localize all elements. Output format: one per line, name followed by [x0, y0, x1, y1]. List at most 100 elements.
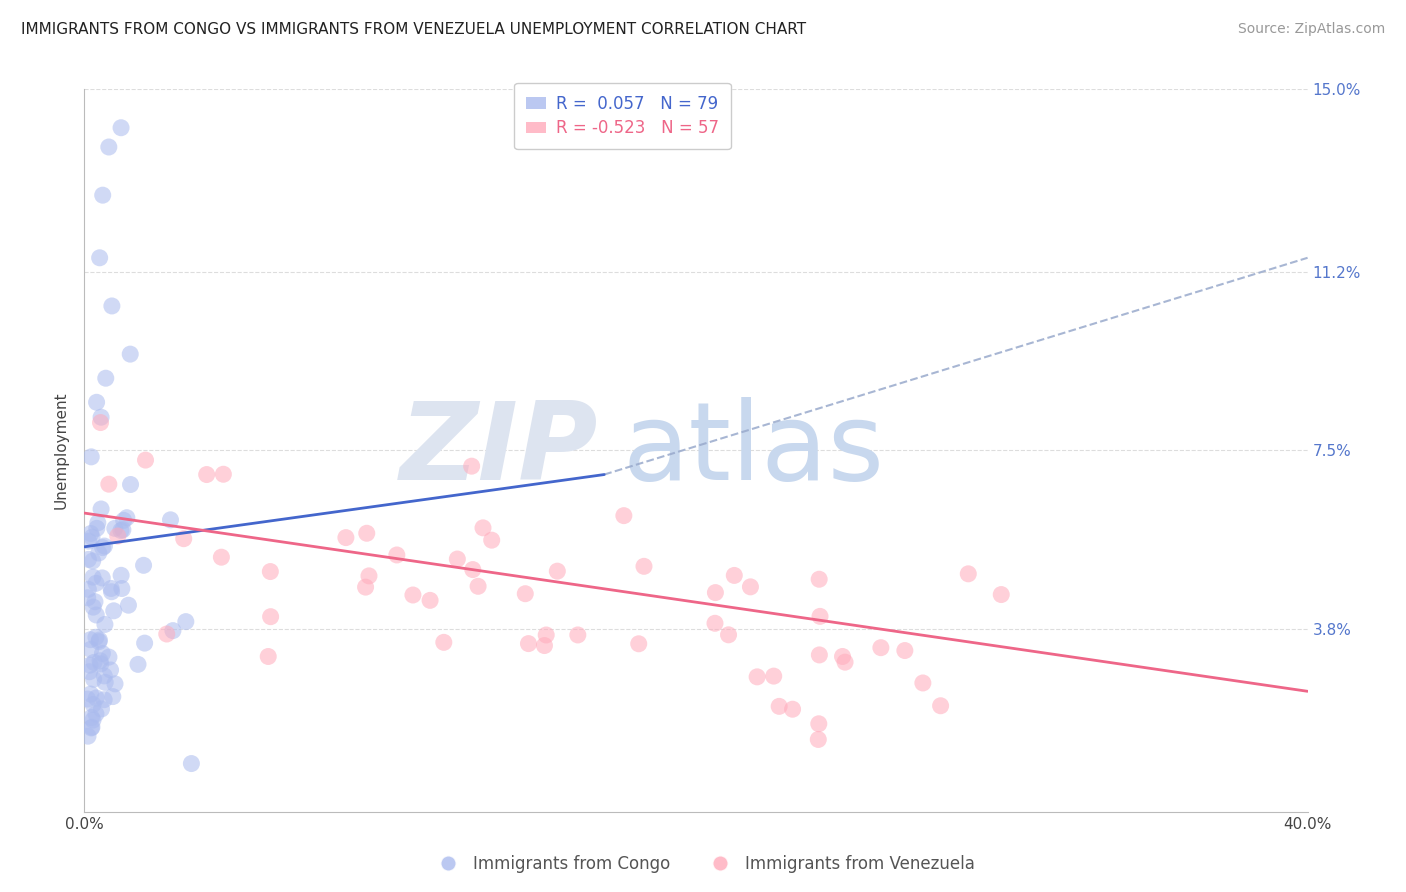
Point [990, 588, 1012, 602]
Point [111, 523, 134, 537]
Point [84, 630, 107, 644]
Point [195, 467, 218, 482]
Point [101, 690, 124, 704]
Text: IMMIGRANTS FROM CONGO VS IMMIGRANTS FROM VENEZUELA UNEMPLOYMENT CORRELATION CHAR: IMMIGRANTS FROM CONGO VS IMMIGRANTS FROM… [21, 22, 806, 37]
Point [79, 665, 101, 679]
Point [94, 617, 117, 632]
Point [89, 416, 111, 430]
Point [93, 539, 115, 553]
Point [546, 564, 568, 578]
Point [472, 521, 495, 535]
Point [80, 721, 103, 735]
Point [127, 657, 149, 672]
Point [517, 637, 540, 651]
Point [86, 395, 108, 409]
Legend: Immigrants from Congo, Immigrants from Venezuela: Immigrants from Congo, Immigrants from V… [425, 848, 981, 880]
Point [79, 687, 101, 701]
Point [107, 529, 129, 543]
Point [613, 508, 636, 523]
Point [97, 140, 120, 154]
Legend: R =  0.057   N = 79, R = -0.523   N = 57: R = 0.057 N = 79, R = -0.523 N = 57 [515, 83, 731, 149]
Point [104, 677, 127, 691]
Text: ZIP: ZIP [399, 398, 598, 503]
Point [870, 640, 893, 655]
Point [110, 120, 132, 135]
Point [259, 565, 281, 579]
Point [110, 524, 132, 538]
Point [212, 467, 235, 482]
Point [84, 706, 107, 721]
Point [111, 582, 134, 596]
Point [174, 615, 197, 629]
Point [93, 692, 115, 706]
Point [104, 521, 127, 535]
Point [84, 576, 107, 591]
Point [100, 663, 122, 677]
Point [93, 669, 115, 683]
Point [807, 732, 830, 747]
Point [97, 650, 120, 665]
Point [159, 513, 181, 527]
Point [957, 566, 980, 581]
Point [257, 649, 280, 664]
Point [79, 658, 101, 673]
Point [91, 647, 114, 661]
Point [77, 729, 100, 743]
Point [82, 600, 104, 615]
Point [134, 636, 156, 650]
Point [209, 550, 232, 565]
Point [894, 643, 917, 657]
Point [807, 716, 830, 731]
Point [156, 627, 179, 641]
Point [533, 639, 555, 653]
Point [82, 554, 104, 568]
Point [82, 713, 104, 727]
Point [120, 477, 142, 491]
Point [83, 656, 105, 670]
Point [354, 580, 377, 594]
Point [633, 559, 655, 574]
Point [831, 649, 853, 664]
Point [911, 676, 934, 690]
Point [80, 450, 103, 464]
Point [80, 720, 103, 734]
Point [357, 569, 380, 583]
Point [97, 477, 120, 491]
Point [90, 657, 112, 671]
Point [515, 587, 537, 601]
Point [80, 710, 103, 724]
Point [534, 628, 557, 642]
Point [782, 702, 804, 716]
Point [180, 756, 202, 771]
Point [91, 541, 114, 555]
Point [446, 552, 468, 566]
Point [117, 598, 139, 612]
Point [467, 579, 489, 593]
Point [80, 526, 103, 541]
Point [77, 534, 100, 549]
Point [101, 299, 124, 313]
Point [80, 642, 103, 657]
Point [94, 675, 117, 690]
Point [808, 648, 831, 662]
Point [120, 347, 142, 361]
Point [80, 530, 103, 544]
Point [481, 533, 503, 548]
Point [704, 585, 727, 599]
Point [90, 502, 112, 516]
Point [112, 513, 135, 527]
Point [259, 609, 281, 624]
Point [89, 251, 111, 265]
Point [747, 670, 769, 684]
Point [834, 655, 856, 669]
Point [100, 582, 122, 596]
Point [87, 516, 110, 530]
Point [433, 635, 456, 649]
Point [768, 699, 790, 714]
Point [89, 632, 111, 647]
Point [740, 580, 762, 594]
Point [929, 698, 952, 713]
Text: Source: ZipAtlas.com: Source: ZipAtlas.com [1237, 22, 1385, 37]
Point [76, 591, 98, 605]
Point [91, 188, 114, 202]
